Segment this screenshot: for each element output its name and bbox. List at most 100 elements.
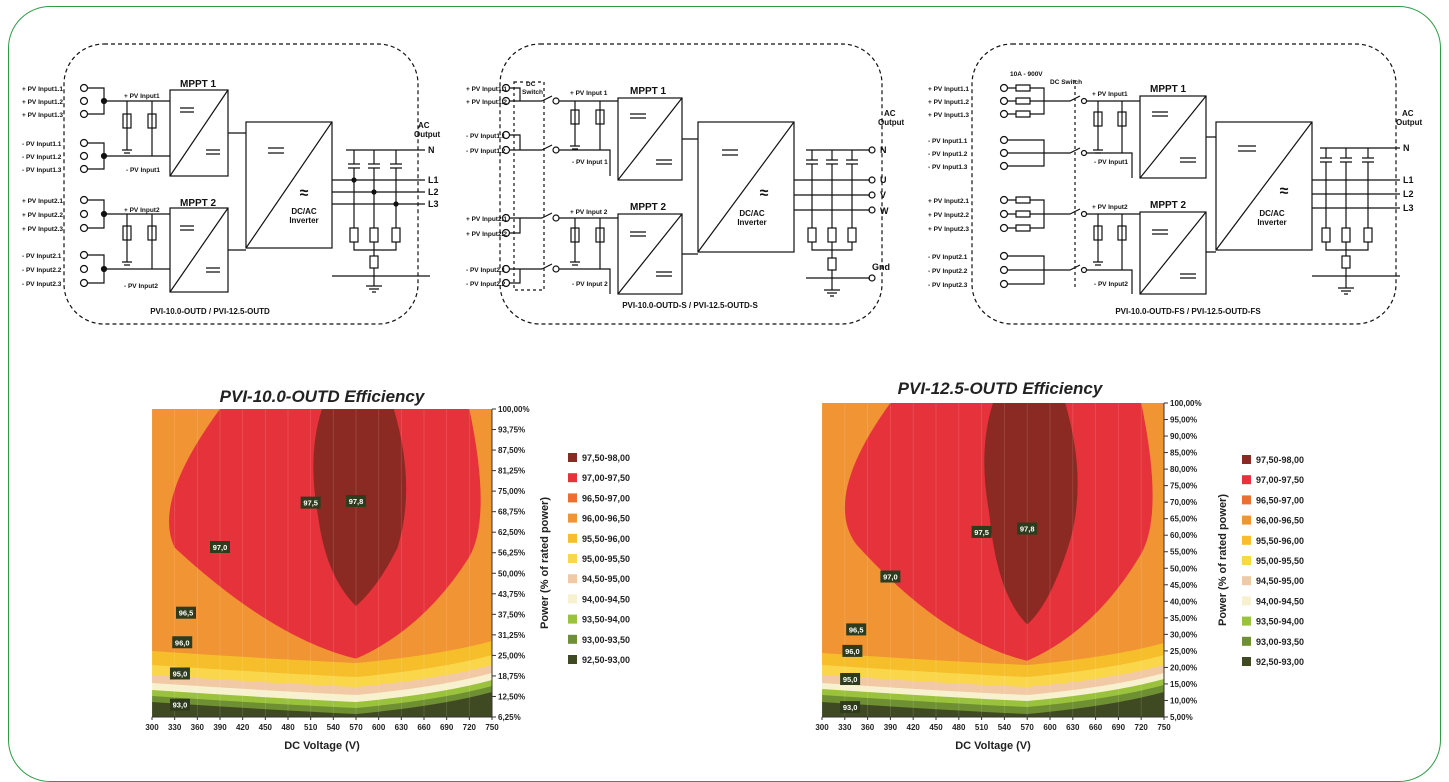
y-tick-label-17: 15,00%: [1170, 680, 1197, 689]
schem3-in-7: + PV Input2.1: [928, 198, 969, 205]
legend-label-9: 93,00-93,50: [1256, 637, 1304, 647]
contour-label-3: 96,5: [849, 625, 864, 634]
legend-label-3: 96,00-96,50: [582, 514, 630, 524]
schem2-term-u: U: [880, 175, 887, 185]
schem3-bus-1: + PV Input1: [1092, 91, 1128, 98]
schem1-bus-2: - PV Input1: [126, 167, 160, 174]
legend-swatch-3: [568, 513, 577, 523]
schem3-in-10: - PV Input2.1: [928, 254, 968, 261]
heatmap-area: [822, 403, 1164, 717]
schem2-bus-2: - PV Input 1: [572, 159, 608, 166]
contour-label-1: 97,5: [303, 499, 318, 508]
schem1-bus-3: + PV Input2: [124, 207, 160, 214]
schem1-in-2: + PV Input1.2: [22, 99, 63, 106]
schem3-mppt2: MPPT 2: [1150, 200, 1187, 211]
y-tick-label-6: 70,00%: [1170, 498, 1197, 507]
schem3-fuse-label: 10A - 900V: [1010, 71, 1043, 78]
x-tick-label-8: 540: [327, 723, 341, 732]
legend-label-2: 96,50-97,00: [1256, 495, 1304, 505]
schem3-in-2: + PV Input1.2: [928, 99, 969, 106]
y-tick-label-12: 25,00%: [498, 651, 525, 660]
x-tick-label-3: 390: [213, 723, 227, 732]
schem1-ac-symbol: ≈: [300, 185, 309, 202]
x-axis-label: DC Voltage (V): [284, 740, 360, 752]
x-tick-label-2: 360: [191, 723, 205, 732]
schematic-1-filters: [122, 101, 157, 269]
legend-swatch-6: [1242, 576, 1251, 586]
contour-label-box-6: [169, 698, 190, 711]
schematic-2-inverter-box: [697, 121, 795, 253]
schem3-bus-2: - PV Input1: [1094, 159, 1128, 166]
schem3-term-l1: L1: [1403, 175, 1414, 185]
schem3-in-12: - PV Input2.3: [928, 282, 968, 289]
schem3-in-9: + PV Input2.3: [928, 226, 969, 233]
y-axis-label: Power (% of rated power): [1217, 494, 1229, 626]
schem2-ac-1: AC: [884, 109, 896, 118]
schem1-in-3: + PV Input1.3: [22, 112, 63, 119]
y-tick-label-10: 50,00%: [1170, 564, 1197, 573]
schem1-term-l2: L2: [428, 187, 439, 197]
y-tick-label-0: 100,00%: [498, 405, 530, 414]
x-tick-label-15: 750: [485, 723, 499, 732]
x-tick-label-12: 660: [1089, 723, 1103, 732]
contour-label-box-2: [210, 540, 230, 553]
legend-label-1: 97,00-97,50: [1256, 475, 1304, 485]
schem2-caption: PVI-10.0-OUTD-S / PVI-12.5-OUTD-S: [622, 301, 758, 310]
schem3-bus-3: + PV Input2: [1092, 204, 1128, 211]
x-tick-label-10: 600: [372, 723, 386, 732]
x-tick-label-15: 750: [1157, 723, 1171, 732]
legend-label-6: 94,50-95,00: [582, 574, 630, 584]
x-tick-label-4: 420: [907, 723, 921, 732]
x-tick-label-14: 720: [463, 723, 477, 732]
schem1-in-7: + PV Input2.1: [22, 198, 63, 205]
legend-swatch-3: [1242, 515, 1251, 525]
schem1-in-4: - PV Input1.1: [22, 141, 62, 148]
legend-label-8: 93,50-94,00: [1256, 617, 1304, 627]
y-tick-label-3: 81,25%: [498, 467, 525, 476]
legend-swatch-10: [568, 655, 577, 664]
schematic-1-input-terminals: [79, 83, 170, 288]
contour-label-box-3: [846, 623, 867, 636]
contour-label-box-6: [840, 701, 861, 714]
schem2-switch-2: Switch: [522, 89, 543, 96]
schem2-switch-1: DC: [526, 81, 536, 88]
x-tick-label-13: 690: [1112, 723, 1126, 732]
y-tick-label-13: 35,00%: [1170, 614, 1197, 623]
contour-label-box-5: [840, 672, 861, 685]
contour-label-4: 96,0: [845, 647, 860, 656]
contour-label-2: 97,0: [213, 543, 228, 552]
x-tick-label-5: 450: [259, 723, 273, 732]
y-tick-label-5: 68,75%: [498, 508, 525, 517]
legend-swatch-2: [1242, 495, 1251, 505]
y-tick-label-2: 87,50%: [498, 446, 525, 455]
y-tick-label-15: 6,25%: [498, 713, 521, 722]
schem3-term-n: N: [1403, 143, 1410, 153]
y-tick-label-12: 40,00%: [1170, 597, 1197, 606]
contour-label-box-5: [169, 667, 190, 680]
legend-swatch-2: [568, 493, 577, 503]
band-low-6: [822, 692, 1164, 717]
legend-label-4: 95,50-96,00: [1256, 536, 1304, 546]
y-tick-label-3: 85,00%: [1170, 449, 1197, 458]
legend-swatch-1: [568, 473, 577, 483]
heatmap-area: [152, 409, 492, 717]
x-tick-label-9: 570: [1021, 723, 1035, 732]
x-tick-label-14: 720: [1135, 723, 1149, 732]
x-tick-label-10: 600: [1043, 723, 1057, 732]
schem2-in-2: + PV Input1.2: [466, 99, 507, 106]
schem1-in-9: + PV Input2.3: [22, 226, 63, 233]
schem2-inverter-2: Inverter: [737, 218, 766, 227]
x-tick-label-2: 360: [861, 723, 875, 732]
legend-label-7: 94,00-94,50: [582, 594, 630, 604]
y-tick-label-6: 62,50%: [498, 528, 525, 537]
schem2-bus-3: + PV Input 2: [570, 209, 608, 216]
legend-label-2: 96,50-97,00: [582, 493, 630, 503]
schem3-ac-2: Output: [1396, 118, 1423, 127]
x-tick-label-13: 690: [440, 723, 454, 732]
y-tick-label-16: 20,00%: [1170, 663, 1197, 672]
schem2-in-8: - PV Input2.2: [466, 281, 506, 288]
contour-label-3: 96,5: [179, 609, 194, 618]
contour-label-5: 95,0: [173, 669, 188, 678]
schem3-in-1: + PV Input1.1: [928, 86, 969, 93]
schem2-bus-1: + PV Input 1: [570, 90, 608, 97]
